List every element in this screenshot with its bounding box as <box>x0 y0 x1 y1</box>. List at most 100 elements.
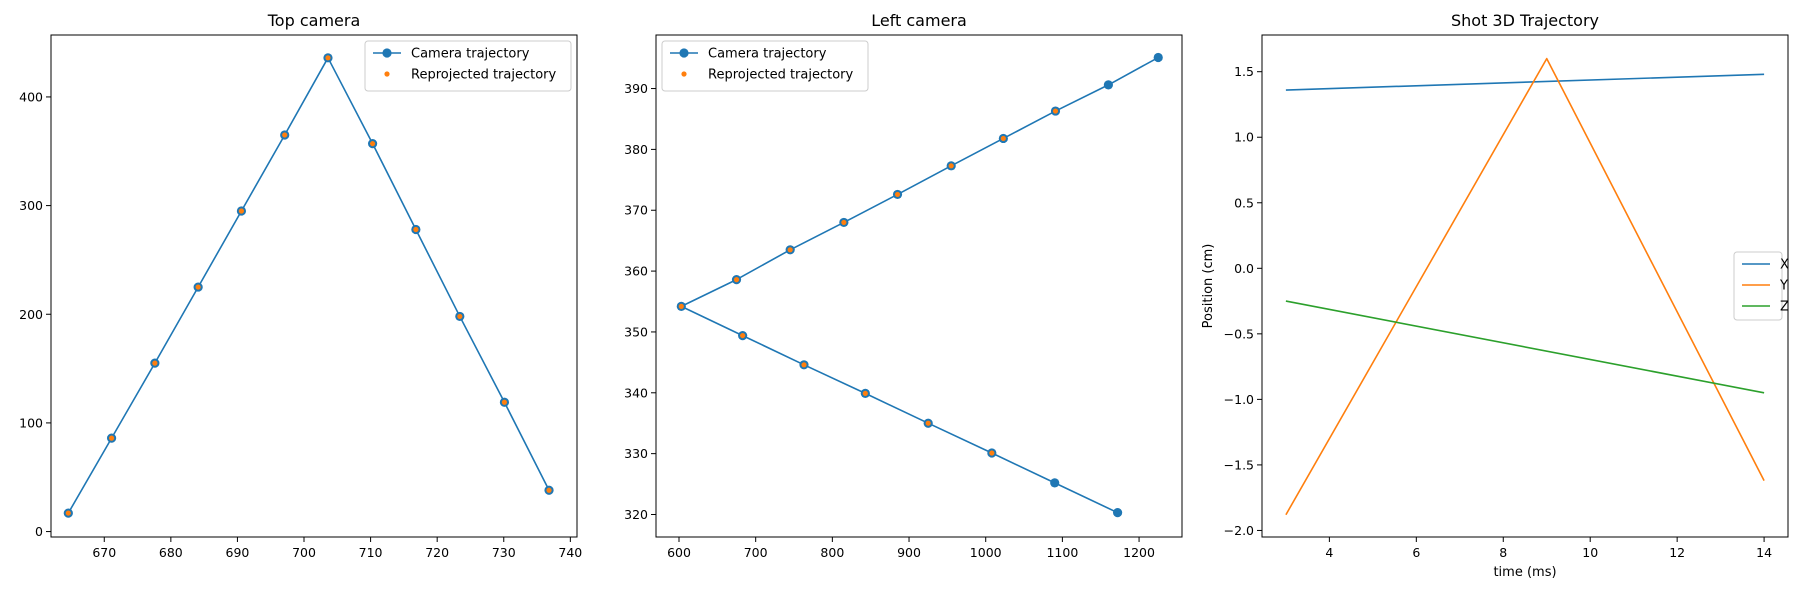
legend-box <box>1733 251 1783 321</box>
series-reprojected-trajectory-point <box>894 191 901 198</box>
x-tick-label: 670 <box>92 545 116 560</box>
legend-handle-marker <box>681 71 687 77</box>
series-reprojected-trajectory-point <box>862 390 868 396</box>
series-reprojected-trajectory-point <box>678 303 684 309</box>
series-reprojected-trajectory-point <box>801 362 807 368</box>
plot-frame <box>1261 34 1789 538</box>
series-reprojected-trajectory-point <box>369 141 376 147</box>
series-reprojected-trajectory-point <box>238 208 245 214</box>
legend-handle-marker <box>384 71 390 77</box>
x-tick-label: 740 <box>558 545 582 560</box>
series-reprojected-trajectory-point <box>989 450 995 456</box>
series-reprojected-trajectory-point <box>1052 108 1059 114</box>
chart-panel-2: Left camera 600 700 800 900 1000 1100 1200 320 33… <box>624 11 1183 560</box>
y-tick-label: 100 <box>19 415 43 430</box>
series-reprojected-trajectory-point <box>925 420 931 426</box>
series-reprojected-trajectory-point <box>108 435 115 441</box>
series-camera-trajectory-line <box>67 57 550 514</box>
x-tick-label: 720 <box>425 545 449 560</box>
legend-label: Z <box>1780 300 1789 315</box>
x-tick-label: 1100 <box>1046 545 1078 560</box>
plot-data <box>676 52 1163 518</box>
y-tick-label: −0.5 <box>1224 326 1254 341</box>
x-tick-label: 730 <box>492 545 516 560</box>
plot-frame <box>50 34 578 538</box>
series-camera-trajectory-point <box>1050 478 1060 488</box>
series-reprojected-trajectory-point <box>195 284 201 290</box>
legend-box <box>661 40 869 92</box>
series-x-line <box>1285 73 1765 91</box>
chart-title: Top camera <box>267 11 361 30</box>
series-reprojected-trajectory-point <box>787 247 793 253</box>
series-reprojected-trajectory-point <box>65 510 71 516</box>
legend-box <box>364 40 572 92</box>
series-z-line <box>1285 300 1765 394</box>
y-tick-label: −1.0 <box>1224 392 1254 407</box>
legend: XYZ <box>1733 251 1789 321</box>
chart-panel-3: Shot 3D Trajectory 4 6 8 10 12 14 −2.0 −1.5 −1.0 −… <box>1201 11 1789 580</box>
series-reprojected-trajectory-point <box>325 55 331 61</box>
y-tick-label: 0.0 <box>1234 261 1254 276</box>
series-camera-trajectory-point <box>1112 508 1123 518</box>
x-tick-label: 600 <box>667 545 691 560</box>
legend-label: Reprojected trajectory <box>411 68 557 83</box>
series-reprojected-trajectory-point <box>152 360 158 366</box>
x-tick-label: 12 <box>1669 545 1685 560</box>
series-reprojected-trajectory-point <box>413 226 419 233</box>
y-tick-label: −2.0 <box>1224 523 1254 538</box>
series-reprojected-trajectory-point <box>733 277 740 283</box>
legend-handle-marker <box>679 48 689 58</box>
legend: Camera trajectory Reprojected trajectory <box>661 40 869 92</box>
x-axis-label: time (ms) <box>1493 565 1556 580</box>
plot-data <box>1285 57 1765 516</box>
x-tick-label: 700 <box>744 545 768 560</box>
series-reprojected-trajectory-point <box>546 487 552 493</box>
x-tick-label: 900 <box>897 545 921 560</box>
y-tick-label: 320 <box>624 507 648 522</box>
x-tick-label: 680 <box>159 545 183 560</box>
legend-handle-marker <box>382 48 392 58</box>
x-tick-label: 6 <box>1412 545 1420 560</box>
legend-label: Reprojected trajectory <box>708 68 854 83</box>
legend-label: Y <box>1779 279 1788 294</box>
legend-label: Camera trajectory <box>708 47 827 62</box>
y-tick-label: −1.5 <box>1224 457 1254 472</box>
series-reprojected-trajectory-point <box>1000 135 1006 142</box>
x-tick-label: 1200 <box>1123 545 1155 560</box>
y-tick-label: 380 <box>624 142 648 157</box>
series-camera-trajectory-point <box>1103 80 1113 90</box>
x-tick-label: 1000 <box>970 545 1002 560</box>
y-tick-label: 1.0 <box>1234 130 1254 145</box>
series-reprojected-trajectory-point <box>282 132 288 138</box>
y-tick-label: 340 <box>624 385 648 400</box>
y-tick-label: 0.5 <box>1234 195 1254 210</box>
y-tick-label: 330 <box>624 446 648 461</box>
y-axis-label: Position (cm) <box>1201 244 1216 329</box>
y-tick-label: 0 <box>35 524 43 539</box>
chart-title: Left camera <box>871 11 967 30</box>
legend: Camera trajectory Reprojected trajectory <box>364 40 572 92</box>
x-tick-label: 800 <box>820 545 844 560</box>
y-tick-label: 300 <box>19 198 43 213</box>
x-tick-label: 690 <box>226 545 250 560</box>
y-tick-label: 360 <box>624 264 648 279</box>
y-tick-label: 390 <box>624 81 648 96</box>
series-y-line <box>1285 57 1765 516</box>
x-tick-label: 700 <box>292 545 316 560</box>
plot-frame <box>655 34 1183 538</box>
series-camera-trajectory-point <box>1153 52 1163 63</box>
series-reprojected-trajectory-point <box>501 399 508 405</box>
x-tick-label: 10 <box>1582 545 1598 560</box>
plot-data <box>63 53 554 518</box>
series-camera-trajectory-line <box>680 56 1159 514</box>
series-reprojected-trajectory-point <box>948 163 954 169</box>
series-reprojected-trajectory-point <box>841 219 847 226</box>
legend-label: Camera trajectory <box>411 47 530 62</box>
y-tick-label: 350 <box>624 324 648 339</box>
series-reprojected-trajectory-point <box>740 332 746 339</box>
y-tick-label: 200 <box>19 307 43 322</box>
legend-label: X <box>1780 258 1789 273</box>
y-tick-label: 370 <box>624 203 648 218</box>
x-tick-label: 14 <box>1756 545 1772 560</box>
